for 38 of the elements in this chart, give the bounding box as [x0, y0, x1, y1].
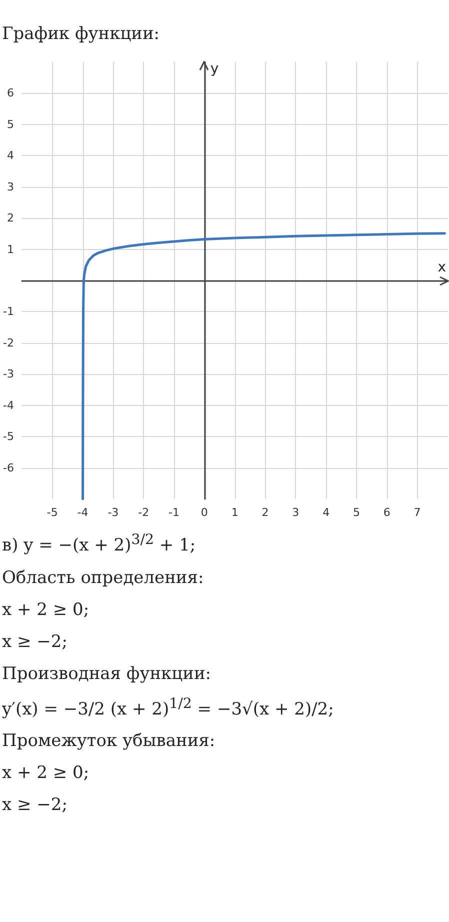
y-tick-label: 5 — [6, 118, 14, 131]
y-tick-label: -4 — [3, 398, 14, 412]
x-tick-label: 0 — [200, 506, 208, 519]
text: x ≥ −2; — [2, 795, 68, 816]
text: x + 2 ≥ 0; — [2, 763, 90, 784]
x-tick-label: 6 — [383, 506, 390, 519]
y-tick-label: -2 — [3, 336, 14, 350]
text: Промежуток убывания: — [2, 731, 216, 752]
x-axis-title: x — [438, 260, 446, 276]
text: Область определения: — [2, 568, 205, 588]
y-tick-label: -3 — [3, 368, 14, 381]
x-tick-label: -2 — [138, 506, 150, 519]
x-tick-label: 2 — [262, 506, 269, 519]
y-tick-label: 1 — [6, 242, 14, 256]
x-tick-label: 1 — [231, 506, 238, 519]
y-tick-label: 3 — [6, 180, 14, 194]
text: Производная функции: — [2, 664, 212, 684]
y-tick-label: 4 — [6, 149, 14, 162]
y-tick-label: 6 — [6, 86, 14, 100]
y-tick-label: -1 — [3, 305, 14, 318]
y-tick-label: 2 — [6, 212, 14, 225]
x-tick-label: 3 — [292, 506, 300, 519]
x-tick-label: 7 — [414, 506, 421, 519]
chart-title: График функции: — [1, 23, 161, 46]
y-axis-title: y — [210, 61, 219, 77]
x-tick-label: -5 — [46, 506, 58, 519]
x-tick-label: 5 — [352, 506, 360, 519]
x-tick-label: -1 — [168, 506, 180, 519]
y-tick-label: -5 — [3, 430, 14, 444]
line-series — [82, 232, 446, 500]
text: x + 2 ≥ 0; — [2, 600, 90, 620]
x-tick-label: 4 — [322, 506, 330, 519]
x-tick-label: -3 — [108, 506, 119, 519]
text: в) y = −(x + 2)$^{3/2}$ + 1; — [2, 532, 197, 556]
text: y′(x) = −3/2 (x + 2)$^{1/2}$ = −3√(x + 2)/2; — [2, 696, 335, 720]
text: x ≥ −2; — [2, 632, 68, 652]
y-tick-label: -6 — [3, 461, 14, 474]
x-tick-label: -4 — [77, 506, 88, 519]
